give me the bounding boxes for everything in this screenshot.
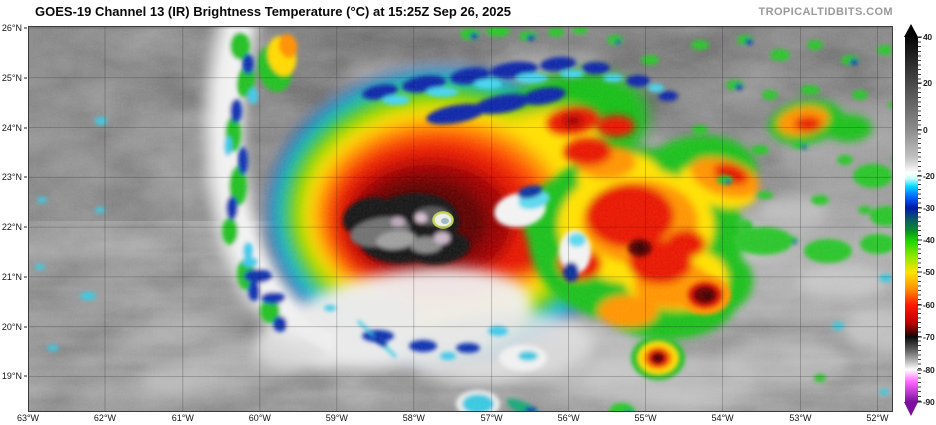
colorbar-tick	[917, 207, 922, 209]
lat-tick	[24, 127, 27, 129]
colorbar-minor-ticks	[918, 37, 921, 402]
colorbar-tick-label: -40	[923, 235, 935, 246]
image-title: GOES-19 Channel 13 (IR) Brightness Tempe…	[35, 4, 511, 19]
colorbar-tick	[917, 369, 922, 370]
lat-label: 23°N	[1, 172, 22, 183]
lat-label: 26°N	[1, 22, 22, 33]
colorbar-tick-label: -30	[923, 202, 935, 213]
lat-tick	[24, 326, 27, 328]
colorbar-tick-label: 40	[923, 32, 932, 42]
colorbar-tick-label: -80	[923, 364, 935, 375]
colorbar-tick	[917, 271, 922, 273]
tropicaltidbits-watermark: TROPICALTIDBITS.COM	[758, 6, 893, 18]
lon-axis: 63°W 62°W 61°W 60°W 59°W 58°W 57°W 56°W 55°W 54°W…	[17, 412, 893, 425]
lon-label: 53°W	[789, 413, 812, 423]
lat-tick	[24, 77, 27, 79]
map-border	[28, 26, 893, 412]
colorbar-tick-label: 0	[923, 124, 928, 135]
lon-label: 54°W	[711, 413, 734, 423]
lon-label: 58°W	[402, 413, 425, 423]
lat-label: 24°N	[1, 122, 22, 133]
colorbar-tick-label: -50	[923, 267, 935, 278]
colorbar-tick-label: 20	[923, 78, 932, 89]
lat-tick	[24, 226, 27, 228]
lon-label: 57°W	[480, 413, 503, 423]
lon-label: 52°W	[866, 413, 889, 423]
lat-label: 25°N	[1, 72, 22, 83]
lat-tick	[24, 27, 27, 29]
lon-label: 61°W	[171, 413, 194, 423]
colorbar: 40 20 0 -20 -30 -40 -50 -60 -70 -80 -90	[903, 24, 936, 425]
lon-label: 59°W	[325, 413, 348, 423]
lat-tick	[24, 176, 27, 178]
colorbar-tick-label: -70	[923, 332, 935, 343]
colorbar-tick	[917, 239, 922, 241]
colorbar-tick-label: -20	[923, 170, 935, 181]
lon-label: 56°W	[557, 413, 580, 423]
lon-label: 60°W	[248, 413, 271, 423]
graticule	[28, 26, 893, 412]
colorbar-arrow-up	[904, 24, 918, 37]
colorbar-arrow-down	[904, 402, 918, 416]
film-grain	[28, 26, 893, 412]
satellite-map-image	[28, 26, 893, 412]
lat-label: 22°N	[1, 222, 22, 233]
lat-label: 20°N	[1, 321, 22, 332]
colorbar-tick	[917, 401, 922, 403]
colorbar-gradient	[905, 37, 918, 402]
colorbar-tick	[917, 82, 922, 84]
ir-scene	[28, 26, 893, 412]
lat-tick	[24, 375, 27, 377]
colorbar-tick-label: -60	[923, 299, 935, 310]
colorbar-tick	[917, 36, 922, 38]
colorbar-tick	[917, 304, 922, 306]
lat-tick	[24, 276, 27, 278]
lat-label: 19°N	[1, 371, 22, 382]
colorbar-tick	[917, 336, 922, 338]
lat-label: 21°N	[1, 271, 22, 282]
colorbar-tick-label: -90	[923, 397, 935, 407]
colorbar-tick	[917, 175, 922, 177]
colorbar-tick	[917, 129, 922, 131]
lon-label: 63°W	[16, 413, 40, 423]
lat-axis: 26°N 25°N 24°N 23°N 22°N 21°N 20°N 19°N	[0, 22, 27, 412]
lon-label: 62°W	[93, 413, 117, 423]
lon-label: 55°W	[634, 413, 657, 423]
